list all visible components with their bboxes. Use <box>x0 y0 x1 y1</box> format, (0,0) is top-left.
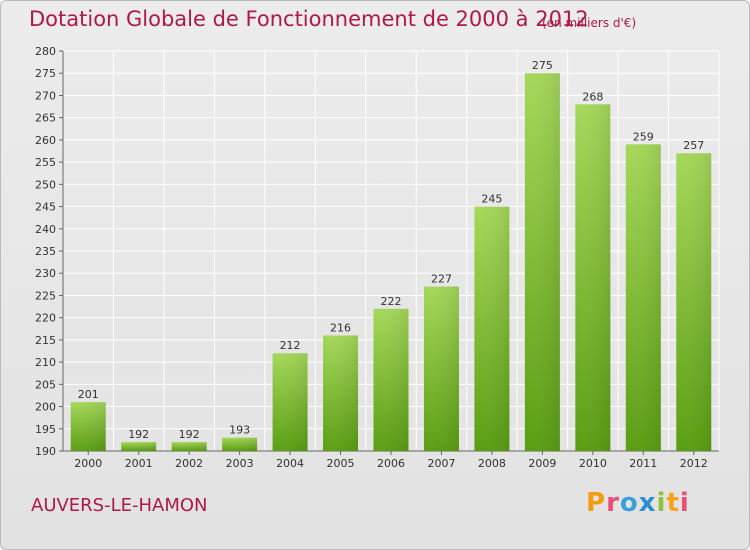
logo-letter: i <box>679 488 690 518</box>
bar-value-label: 216 <box>330 321 351 334</box>
bar-shade <box>524 73 560 451</box>
y-tick-label: 200 <box>35 401 56 414</box>
commune-name: AUVERS-LE-HAMON <box>31 495 208 516</box>
bar-shade <box>70 402 106 451</box>
y-tick-label: 215 <box>35 334 56 347</box>
bar-value-label: 268 <box>582 90 603 103</box>
y-tick-label: 240 <box>35 223 56 236</box>
x-tick-label: 2008 <box>478 457 506 470</box>
x-tick-label: 2012 <box>680 457 708 470</box>
y-tick-label: 245 <box>35 201 56 214</box>
y-tick-label: 260 <box>35 134 56 147</box>
bar-value-label: 193 <box>229 424 250 437</box>
proxiti-logo[interactable]: Proxiti <box>586 488 690 518</box>
bar-value-label: 192 <box>128 428 149 441</box>
x-tick-label: 2011 <box>629 457 657 470</box>
x-tick-label: 2004 <box>276 457 304 470</box>
y-tick-label: 230 <box>35 267 56 280</box>
x-tick-label: 2003 <box>226 457 254 470</box>
x-tick-label: 2010 <box>579 457 607 470</box>
logo-letter: o <box>619 488 639 518</box>
bar-value-label: 222 <box>381 295 402 308</box>
bars <box>70 73 712 452</box>
logo-letter: P <box>586 488 607 518</box>
bar-shade <box>474 206 510 451</box>
bar-shade <box>222 437 258 451</box>
y-tick-label: 250 <box>35 178 56 191</box>
bar-shade <box>121 442 157 451</box>
y-tick-label: 280 <box>35 45 56 58</box>
bar-value-label: 259 <box>633 130 654 143</box>
x-tick-label: 2005 <box>327 457 355 470</box>
y-tick-label: 235 <box>35 245 56 258</box>
x-tick-label: 2000 <box>74 457 102 470</box>
x-tick-label: 2001 <box>125 457 153 470</box>
logo-letter: r <box>606 488 620 518</box>
y-tick-label: 210 <box>35 356 56 369</box>
y-tick-label: 195 <box>35 423 56 436</box>
x-tick-label: 2007 <box>427 457 455 470</box>
bar-value-label: 257 <box>683 139 704 152</box>
bar-value-label: 192 <box>179 428 200 441</box>
y-tick-label: 220 <box>35 312 56 325</box>
x-tick-label: 2009 <box>528 457 556 470</box>
y-tick-label: 270 <box>35 89 56 102</box>
chart-title: Dotation Globale de Fonctionnement de 20… <box>29 7 589 31</box>
y-tick-label: 190 <box>35 445 56 458</box>
y-tick-label: 265 <box>35 112 56 125</box>
bar-shade <box>323 335 359 451</box>
bar-value-label: 245 <box>481 193 502 206</box>
bar-shade <box>373 308 409 451</box>
logo-letter: t <box>666 488 680 518</box>
bar-shade <box>171 442 207 451</box>
chart-subtitle: (en milliers d'€) <box>542 16 637 30</box>
x-tick-label: 2006 <box>377 457 405 470</box>
bar-shade <box>676 153 712 451</box>
y-tick-label: 225 <box>35 289 56 302</box>
bar-shade <box>575 104 611 451</box>
bar-value-label: 201 <box>78 388 99 401</box>
logo-letter: i <box>656 488 667 518</box>
y-tick-label: 275 <box>35 67 56 80</box>
labels: 190 195 200 205 210 215 220 225 230 235 240 245 250 2… <box>35 45 708 470</box>
bar-shade <box>625 144 661 452</box>
bar-value-label: 227 <box>431 273 452 286</box>
bar-value-label: 212 <box>280 339 301 352</box>
bar-shade <box>423 286 459 451</box>
bar-shade <box>272 353 308 451</box>
y-tick-label: 255 <box>35 156 56 169</box>
bar-value-label: 275 <box>532 59 553 72</box>
y-tick-label: 205 <box>35 378 56 391</box>
logo-letter: x <box>638 488 657 518</box>
x-tick-label: 2002 <box>175 457 203 470</box>
